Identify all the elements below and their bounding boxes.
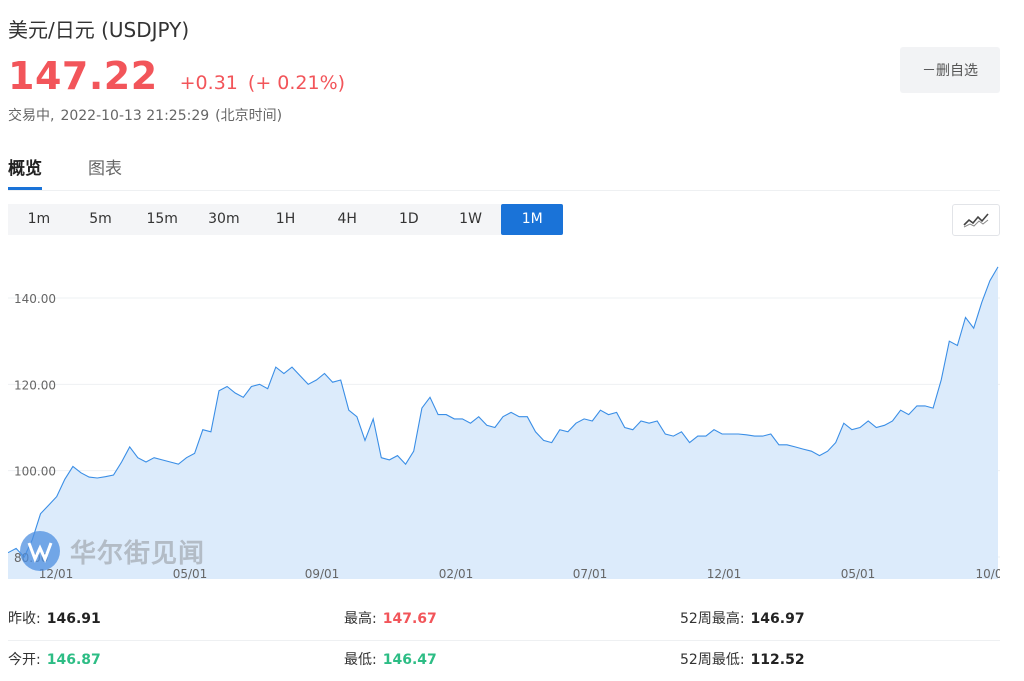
- chart-type-toggle[interactable]: [952, 204, 1000, 236]
- x-tick-label: 10/0: [976, 567, 1000, 581]
- stat-value: 146.91: [46, 611, 101, 627]
- tab-bar: 概览 图表: [8, 152, 1000, 191]
- x-tick-label: 07/01: [573, 567, 608, 581]
- stats-row: 昨收: 146.91 最高: 147.67 52周最高: 146.97: [8, 600, 1000, 641]
- stat-label: 52周最高:: [680, 611, 745, 627]
- change-percent: (+ 0.21%): [247, 72, 346, 94]
- line-chart-icon: [963, 213, 989, 228]
- period-4h[interactable]: 4H: [337, 211, 357, 227]
- stat-open: 今开: 146.87: [8, 649, 101, 669]
- stat-label: 最低:: [344, 652, 377, 668]
- trading-status: 交易中, 2022-10-13 21:25:29 (北京时间): [8, 105, 288, 125]
- price-chart[interactable]: 80.00100.00120.00140.0012/0105/0109/0102…: [8, 249, 1000, 589]
- x-tick-label: 05/01: [173, 567, 208, 581]
- stat-prev-close: 昨收: 146.91: [8, 608, 101, 628]
- stat-52w-low: 52周最低: 112.52: [680, 649, 805, 669]
- y-tick-label: 140.00: [14, 292, 56, 306]
- period-1m[interactable]: 1m: [27, 211, 51, 227]
- price-change: +0.31 (+ 0.21%): [180, 72, 345, 94]
- x-tick-label: 02/01: [439, 567, 474, 581]
- period-1d[interactable]: 1D: [399, 211, 419, 227]
- tab-overview[interactable]: 概览: [8, 154, 42, 190]
- stat-label: 今开:: [8, 652, 41, 668]
- period-1h[interactable]: 1H: [275, 211, 296, 227]
- period-30m[interactable]: 30m: [208, 211, 240, 227]
- watermark-text: 华尔街见闻: [70, 538, 206, 569]
- period-selector: 1m 5m 15m 30m 1H 4H 1D 1W 1M: [8, 204, 564, 235]
- stat-high: 最高: 147.67: [344, 608, 437, 628]
- period-15m[interactable]: 15m: [146, 211, 178, 227]
- period-5m[interactable]: 5m: [89, 211, 112, 227]
- watermark: 华尔街见闻: [18, 529, 205, 573]
- stat-52w-high: 52周最高: 146.97: [680, 608, 805, 628]
- stat-value: 146.87: [46, 652, 101, 668]
- y-tick-label: 100.00: [14, 465, 56, 479]
- stats-row: 今开: 146.87 最低: 146.47 52周最低: 112.52: [8, 641, 1000, 681]
- y-tick-label: 120.00: [14, 378, 56, 392]
- tab-chart[interactable]: 图表: [88, 159, 122, 179]
- stat-label: 昨收:: [8, 611, 41, 627]
- series-area: [8, 266, 998, 579]
- price-chart-svg: 80.00100.00120.00140.0012/0105/0109/0102…: [8, 266, 1000, 581]
- stat-value: 146.47: [382, 652, 437, 668]
- instrument-title: 美元/日元 (USDJPY): [8, 18, 190, 42]
- period-1w[interactable]: 1W: [459, 211, 482, 227]
- change-value: +0.31: [179, 72, 238, 94]
- stat-low: 最低: 146.47: [344, 649, 437, 669]
- x-tick-label: 12/01: [39, 567, 74, 581]
- stat-value: 146.97: [750, 611, 805, 627]
- x-tick-label: 09/01: [305, 567, 340, 581]
- stat-label: 52周最低:: [680, 652, 745, 668]
- last-price: 147.22: [8, 54, 158, 98]
- stat-value: 112.52: [750, 652, 805, 668]
- series-line: [8, 266, 999, 558]
- x-tick-label: 05/01: [841, 567, 876, 581]
- remove-watchlist-button[interactable]: －删自选: [900, 47, 1000, 93]
- x-tick-label: 12/01: [707, 567, 742, 581]
- period-1mo[interactable]: 1M: [501, 204, 564, 235]
- timezone-label: (北京时间): [215, 108, 283, 124]
- wallstreetcn-logo-icon: [20, 531, 60, 571]
- price-row: 147.22 +0.31 (+ 0.21%): [8, 54, 345, 98]
- stats-panel: 昨收: 146.91 最高: 147.67 52周最高: 146.97 今开: 146.…: [8, 600, 1000, 681]
- stat-value: 147.67: [382, 611, 437, 627]
- status-text: 交易中,: [8, 108, 55, 124]
- stat-label: 最高:: [344, 611, 377, 627]
- quote-datetime: 2022-10-13 21:25:29: [60, 108, 210, 124]
